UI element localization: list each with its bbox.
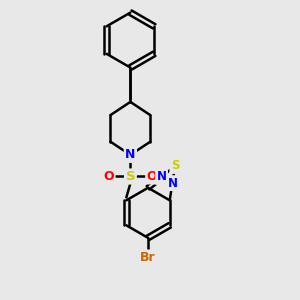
Text: S: S: [126, 170, 135, 183]
Text: N: N: [125, 148, 136, 161]
Text: N: N: [157, 170, 166, 183]
Text: S: S: [171, 160, 179, 172]
Text: Br: Br: [140, 251, 156, 264]
Text: N: N: [167, 177, 177, 190]
Text: O: O: [147, 170, 157, 183]
Text: O: O: [103, 170, 114, 183]
